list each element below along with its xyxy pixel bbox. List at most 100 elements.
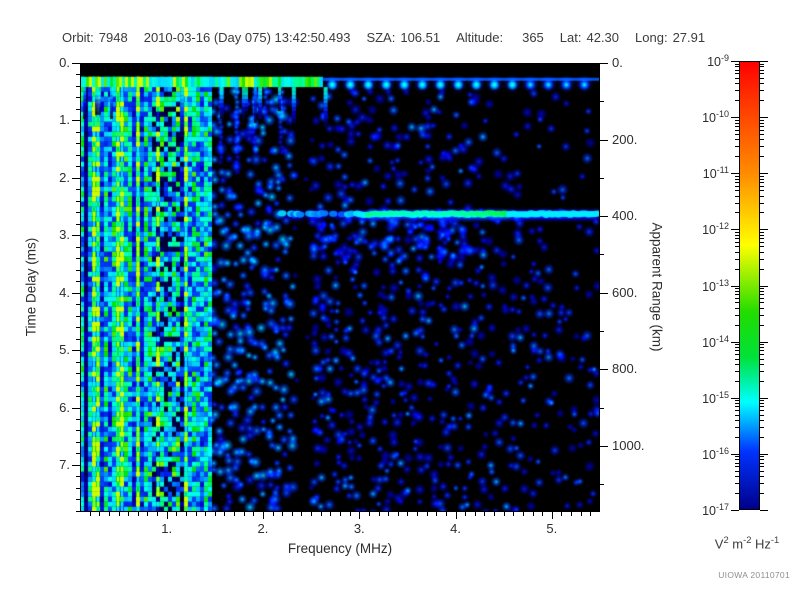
colorbar-minor-tick (760, 90, 764, 92)
colorbar-minor-tick (735, 493, 739, 495)
colorbar-minor-tick (760, 297, 764, 299)
header-field-datetime: 2010-03-16 (Day 075) 13:42:50.493 (144, 30, 351, 45)
colorbar-minor-tick (735, 462, 739, 464)
colorbar-minor-tick (735, 406, 739, 408)
colorbar-minor-tick (735, 122, 739, 124)
colorbar-minor-tick (735, 380, 739, 382)
right-major-tick (600, 63, 608, 64)
right-tick-label: 800. (612, 361, 638, 377)
colorbar-minor-tick (735, 185, 739, 187)
colorbar-major-tick (760, 453, 768, 455)
colorbar-major-tick (731, 510, 739, 511)
x-minor-tick (407, 512, 409, 516)
colorbar-minor-tick (735, 456, 739, 458)
colorbar-major-tick (760, 229, 768, 231)
y-minor-tick (76, 338, 80, 340)
x-minor-tick (253, 512, 255, 516)
colorbar-tick-label: 10-12 (702, 221, 729, 238)
x-minor-tick (580, 512, 582, 516)
y-minor-tick (76, 246, 80, 248)
y-minor-tick (76, 418, 80, 420)
header-label-lat: Lat: (559, 30, 582, 45)
colorbar-minor-tick (735, 436, 739, 438)
right-major-tick (600, 369, 608, 371)
right-tick-label: 0. (612, 55, 623, 70)
header-label-altitude: Altitude: (456, 30, 504, 45)
y-minor-tick (76, 154, 80, 156)
unit-exponent: -2 (743, 535, 752, 545)
x-minor-tick (561, 512, 563, 516)
colorbar-minor-tick (735, 69, 739, 71)
x-major-tick (359, 512, 361, 519)
header-value-orbit: 7948 (98, 30, 128, 45)
x-axis-title: Frequency (MHz) (287, 541, 393, 556)
x-minor-tick (378, 512, 380, 516)
colorbar-minor-tick (760, 436, 764, 438)
colorbar-minor-tick (735, 403, 739, 405)
y-minor-tick (76, 131, 80, 133)
x-minor-tick (513, 512, 515, 516)
colorbar-major-tick (760, 510, 768, 511)
x-minor-tick (484, 512, 486, 516)
colorbar-minor-tick (735, 178, 739, 180)
colorbar-minor-tick (735, 139, 739, 141)
colorbar-minor-tick (760, 307, 764, 309)
colorbar-minor-tick (735, 420, 739, 422)
right-tick-label: 400. (612, 208, 638, 224)
y-minor-tick (76, 430, 80, 432)
right-minor-tick (600, 101, 604, 103)
colorbar-minor-tick (735, 347, 739, 349)
x-minor-tick (571, 512, 573, 516)
header-label-long: Long: (635, 30, 668, 45)
colorbar-minor-tick (735, 294, 739, 296)
x-minor-tick (128, 512, 130, 516)
colorbar-minor-tick (735, 324, 739, 326)
colorbar-minor-tick (760, 134, 764, 136)
x-minor-tick (436, 512, 438, 516)
colorbar-minor-tick (735, 363, 739, 365)
colorbar-minor-tick (760, 146, 764, 148)
y-tick-label: 6. (59, 399, 70, 415)
x-minor-tick (282, 512, 284, 516)
y-tick-label: 1. (59, 112, 70, 128)
colorbar-minor-tick (760, 470, 764, 472)
x-minor-tick (494, 512, 496, 516)
colorbar-minor-tick (735, 119, 739, 121)
right-minor-tick (600, 484, 604, 486)
colorbar-major-tick (760, 117, 768, 119)
x-minor-tick (426, 512, 428, 516)
header-value-datetime: 2010-03-16 (Day 075) 13:42:50.493 (143, 30, 351, 45)
x-minor-tick (311, 512, 313, 516)
colorbar-minor-tick (735, 344, 739, 346)
colorbar-minor-tick (735, 73, 739, 75)
right-minor-tick (600, 330, 604, 332)
colorbar-tick-label: 10-13 (702, 277, 729, 294)
colorbar-major-tick (731, 229, 739, 231)
right-major-tick (600, 445, 608, 447)
header-field-orbit: Orbit: 7948 (62, 30, 128, 45)
colorbar-minor-tick (735, 470, 739, 472)
colorbar-minor-tick (760, 403, 764, 405)
y-minor-tick (76, 361, 80, 363)
colorbar-minor-tick (760, 202, 764, 204)
x-minor-tick (542, 512, 544, 516)
colorbar-tick-label: 10-14 (702, 333, 729, 350)
colorbar-minor-tick (760, 119, 764, 121)
colorbar-minor-tick (760, 493, 764, 495)
colorbar-minor-tick (760, 302, 764, 304)
colorbar-minor-tick (735, 268, 739, 270)
x-minor-tick (368, 512, 370, 516)
colorbar-minor-tick (760, 406, 764, 408)
colorbar-minor-tick (760, 246, 764, 248)
colorbar-minor-tick (735, 483, 739, 485)
header-label-sza: SZA: (366, 30, 396, 45)
x-minor-tick (108, 512, 110, 516)
y-minor-tick (76, 108, 80, 110)
colorbar-major-tick (731, 285, 739, 287)
x-minor-tick (417, 512, 419, 516)
colorbar-minor-tick (735, 307, 739, 309)
y-major-tick (72, 464, 80, 466)
x-minor-tick (205, 512, 207, 516)
colorbar-minor-tick (760, 370, 764, 372)
y-tick-label: 7. (59, 456, 70, 472)
